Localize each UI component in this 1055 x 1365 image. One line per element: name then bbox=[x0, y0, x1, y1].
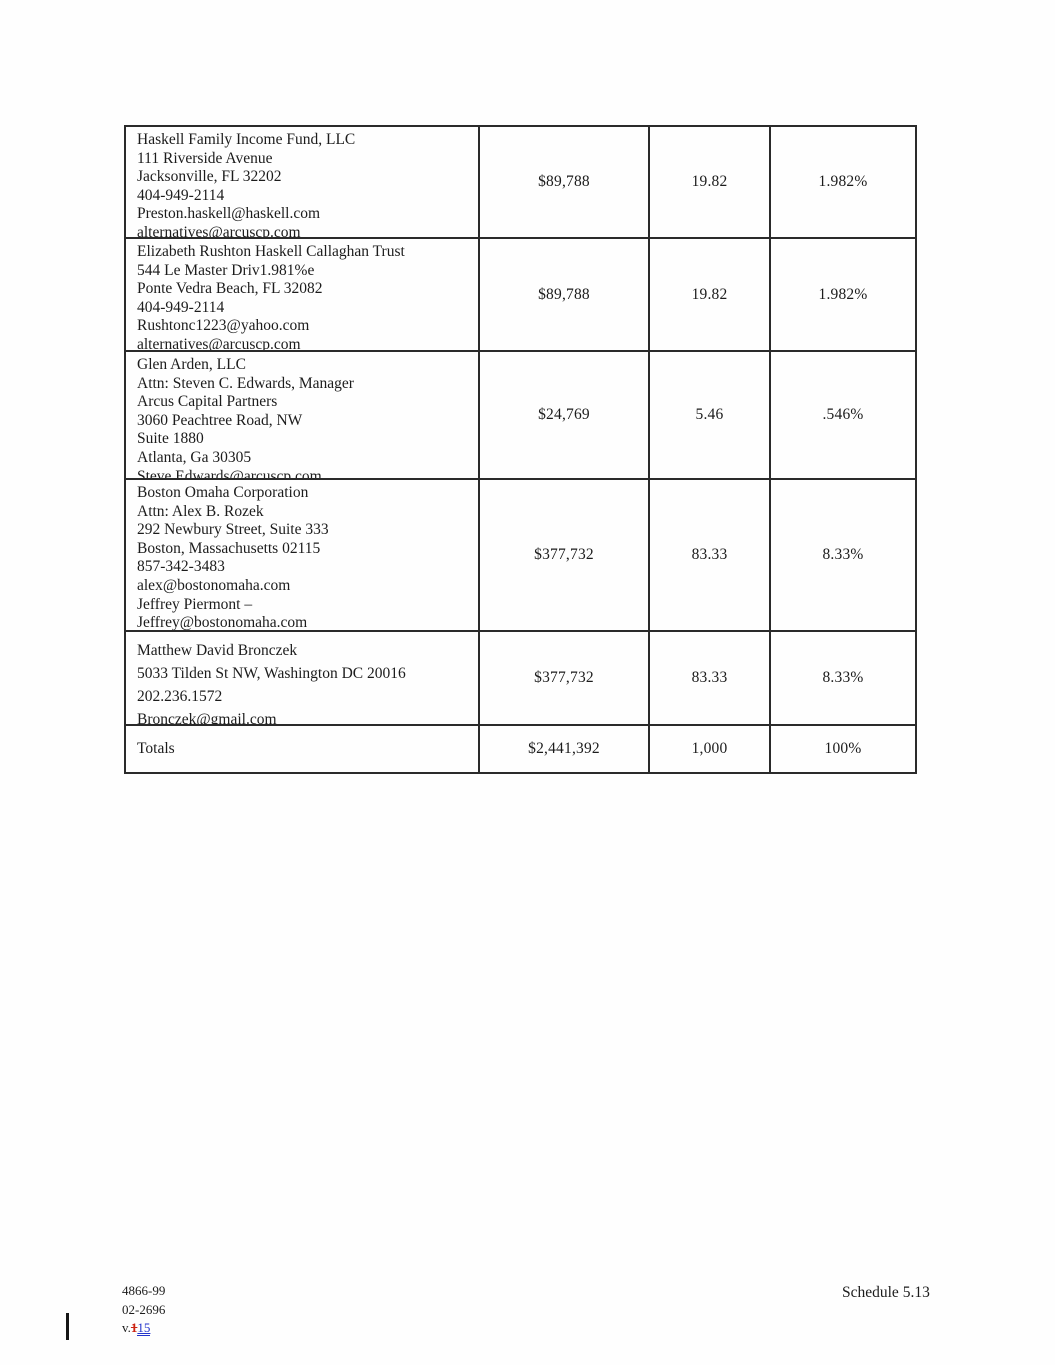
member-address-line: 111 Riverside Avenue bbox=[137, 149, 273, 167]
member-phone: 404-949-2114 bbox=[137, 298, 225, 316]
version-line: v.115 bbox=[122, 1319, 165, 1338]
member-email: Bronczek@gmail.com bbox=[137, 711, 277, 724]
capital-contribution-cell: $24,769 bbox=[480, 352, 650, 478]
version-deleted-redline: 1 bbox=[130, 1320, 138, 1335]
capital-contribution-cell: $89,788 bbox=[480, 127, 650, 237]
percentage-cell: .546% bbox=[822, 406, 864, 423]
totals-row: Totals $2,441,392 1,000 100% bbox=[126, 726, 915, 772]
member-email: alex@bostonomaha.com bbox=[137, 576, 291, 594]
member-email: alternatives@arcuscp.com bbox=[137, 223, 301, 237]
document-footer-id: 4866-99 02-2696 v.115 bbox=[122, 1282, 165, 1338]
member-phone: 857-342-3483 bbox=[137, 558, 225, 576]
units-cell: 83.33 bbox=[650, 480, 771, 630]
percentage-cell: 1.982% bbox=[818, 173, 868, 190]
schedule-label: Schedule 5.13 bbox=[842, 1284, 930, 1301]
revision-change-bar bbox=[66, 1313, 69, 1340]
member-phone: 404-949-2114 bbox=[137, 186, 225, 204]
member-name: Elizabeth Rushton Haskell Callaghan Trus… bbox=[137, 243, 405, 260]
table-row: Elizabeth Rushton Haskell Callaghan Trus… bbox=[126, 239, 915, 352]
percentage-cell: 1.982% bbox=[818, 285, 868, 303]
member-name: Matthew David Bronczek bbox=[137, 642, 298, 659]
units-cell: 5.46 bbox=[650, 352, 771, 478]
table-row: Boston Omaha Corporation Attn: Alex B. R… bbox=[126, 480, 915, 632]
member-name: Haskell Family Income Fund, LLC bbox=[137, 131, 356, 148]
doc-number-line: 4866-99 bbox=[122, 1283, 166, 1298]
member-address-line: Arcus Capital Partners bbox=[137, 393, 278, 411]
member-info-cell: Boston Omaha Corporation Attn: Alex B. R… bbox=[126, 480, 480, 630]
capital-contribution-cell: $377,732 bbox=[480, 480, 650, 630]
member-info-cell: Elizabeth Rushton Haskell Callaghan Trus… bbox=[126, 239, 480, 350]
member-phone: 202.236.1572 bbox=[137, 688, 223, 705]
percentage-cell: 8.33% bbox=[822, 546, 864, 563]
member-name: Boston Omaha Corporation bbox=[137, 484, 309, 501]
member-info-cell: Matthew David Bronczek 5033 Tilden St NW… bbox=[126, 632, 480, 724]
member-address-line: 292 Newbury Street, Suite 333 bbox=[137, 521, 329, 539]
member-address-line: Boston, Massachusetts 02115 bbox=[137, 539, 321, 557]
totals-label-cell: Totals bbox=[126, 726, 480, 772]
member-email: Preston.haskell@haskell.com bbox=[137, 205, 321, 223]
member-address-line: Ponte Vedra Beach, FL 32082 bbox=[137, 280, 323, 298]
totals-capital-cell: $2,441,392 bbox=[480, 726, 650, 772]
member-address-line: 3060 Peachtree Road, NW bbox=[137, 411, 303, 429]
table-row: Matthew David Bronczek 5033 Tilden St NW… bbox=[126, 632, 915, 726]
member-info-cell: Haskell Family Income Fund, LLC 111 Rive… bbox=[126, 127, 480, 237]
capital-contribution-cell: $89,788 bbox=[480, 239, 650, 350]
totals-percentage-cell: 100% bbox=[824, 740, 862, 757]
units-cell: 19.82 bbox=[650, 127, 771, 237]
doc-number-line: 02-2696 bbox=[122, 1301, 166, 1317]
members-capital-table: Haskell Family Income Fund, LLC 111 Rive… bbox=[124, 125, 917, 774]
percentage-cell: 8.33% bbox=[822, 669, 864, 686]
member-attn-line: Attn: Steven C. Edwards, Manager bbox=[137, 374, 354, 392]
capital-contribution-cell: $377,732 bbox=[480, 632, 650, 724]
member-attn-line: Attn: Alex B. Rozek bbox=[137, 502, 264, 520]
version-inserted-redline: 15 bbox=[137, 1320, 151, 1336]
member-email: alternatives@arcuscp.com bbox=[137, 335, 301, 350]
member-address-line: Jacksonville, FL 32202 bbox=[137, 168, 282, 186]
table-row: Haskell Family Income Fund, LLC 111 Rive… bbox=[126, 127, 915, 239]
member-address-line: 544 Le Master Driv1.981%e bbox=[137, 261, 315, 279]
member-info-cell: Glen Arden, LLC Attn: Steven C. Edwards,… bbox=[126, 352, 480, 478]
version-prefix: v. bbox=[122, 1320, 131, 1335]
units-cell: 83.33 bbox=[650, 632, 771, 724]
member-address-line: 5033 Tilden St NW, Washington DC 20016 bbox=[137, 665, 406, 682]
table-row: Glen Arden, LLC Attn: Steven C. Edwards,… bbox=[126, 352, 915, 480]
member-email: Jeffrey@bostonomaha.com bbox=[137, 614, 308, 630]
totals-units-cell: 1,000 bbox=[650, 726, 771, 772]
member-address-line: Atlanta, Ga 30305 bbox=[137, 448, 252, 466]
member-email: Steve.Edwards@arcuscp.com bbox=[137, 467, 322, 478]
member-address-line: Suite 1880 bbox=[137, 430, 204, 448]
member-contact-line: Jeffrey Piermont – bbox=[137, 595, 253, 613]
member-email: Rushtonc1223@yahoo.com bbox=[137, 317, 310, 335]
member-name: Glen Arden, LLC bbox=[137, 356, 246, 373]
units-cell: 19.82 bbox=[650, 239, 771, 350]
